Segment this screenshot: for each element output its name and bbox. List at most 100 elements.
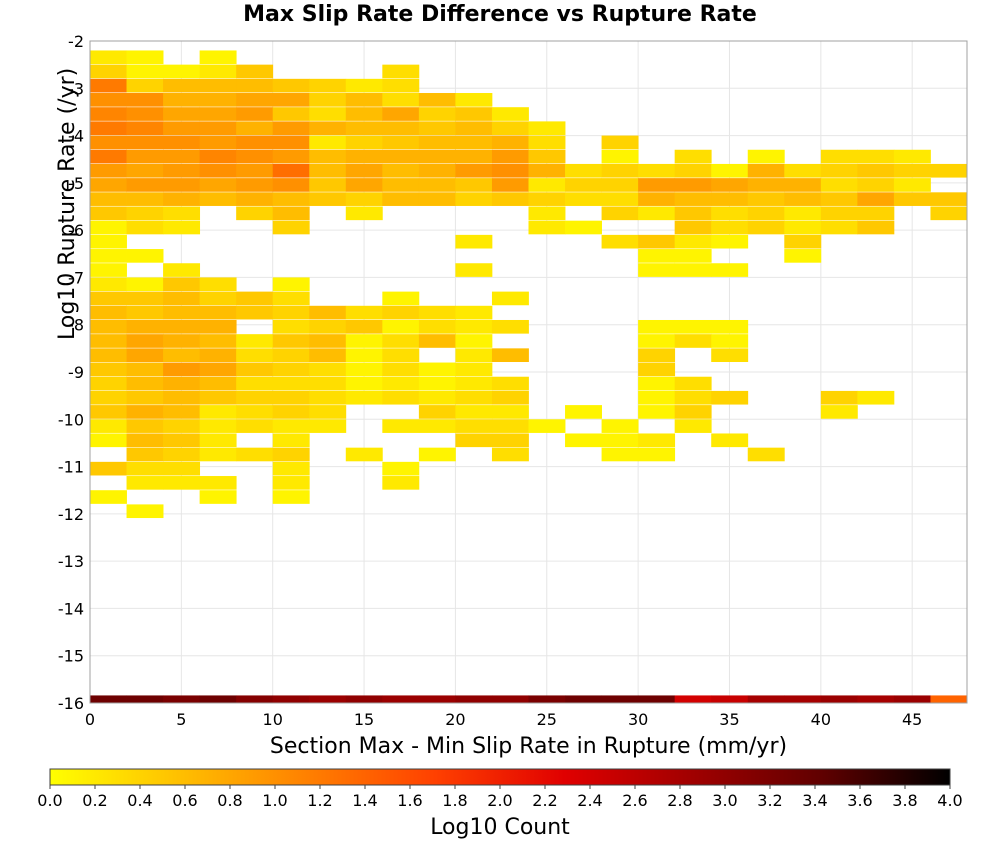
- heatmap-cell: [491, 319, 529, 334]
- heatmap-cell: [309, 319, 347, 334]
- heatmap-cell: [199, 178, 237, 192]
- colorbar: [49, 768, 951, 786]
- heatmap-cell: [674, 249, 712, 263]
- heatmap-cell: [674, 263, 712, 277]
- heatmap-cell: [565, 178, 602, 192]
- colorbar-tick-label: 1.6: [397, 791, 422, 810]
- heatmap-cell: [674, 376, 712, 391]
- heatmap-cell: [674, 419, 712, 433]
- y-tick-label: -13: [58, 552, 84, 571]
- heatmap-cell: [382, 135, 420, 150]
- heatmap-cell: [236, 305, 274, 320]
- x-tick-label: 25: [537, 710, 557, 729]
- heatmap-cell: [711, 695, 749, 703]
- heatmap-cell: [126, 93, 164, 107]
- heatmap-cell: [199, 390, 237, 405]
- heatmap-cell: [163, 163, 201, 178]
- heatmap-cell: [382, 305, 420, 320]
- heatmap-cell: [272, 405, 310, 419]
- heatmap-cell: [309, 78, 347, 93]
- heatmap-cell: [163, 64, 201, 79]
- heatmap-cell: [418, 362, 456, 377]
- heatmap-cell: [236, 163, 274, 178]
- heatmap-cell: [126, 206, 164, 221]
- heatmap-cell: [491, 121, 529, 136]
- heatmap-cell: [272, 433, 310, 448]
- heatmap-cell: [601, 433, 639, 448]
- heatmap-cell: [382, 348, 420, 362]
- heatmap-cell: [126, 192, 164, 206]
- heatmap-cell: [272, 206, 310, 221]
- heatmap-cell: [272, 192, 310, 206]
- heatmap-cell: [455, 163, 493, 178]
- heatmap-cell: [418, 376, 456, 391]
- heatmap-cell: [565, 405, 602, 419]
- heatmap-cell: [199, 192, 237, 206]
- heatmap-cell: [747, 149, 785, 164]
- heatmap-cell: [674, 220, 712, 235]
- heatmap-cell: [163, 220, 201, 235]
- heatmap-cell: [163, 93, 201, 107]
- heatmap-cell: [820, 149, 858, 164]
- heatmap-cell: [126, 305, 164, 320]
- heatmap-cell: [126, 433, 164, 448]
- heatmap-cell: [90, 405, 127, 419]
- heatmap-cell: [528, 178, 566, 192]
- heatmap-cell: [674, 234, 712, 249]
- heatmap-cell: [163, 695, 201, 703]
- x-axis-label: Section Max - Min Slip Rate in Rupture (…: [269, 734, 788, 759]
- heatmap-cell: [674, 319, 712, 334]
- heatmap-cell: [199, 447, 237, 462]
- heatmap-cell: [455, 121, 493, 136]
- heatmap-cell: [930, 695, 968, 703]
- heatmap-cell: [601, 206, 639, 221]
- heatmap-cell: [90, 107, 127, 121]
- heatmap-cell: [638, 405, 676, 419]
- heatmap-cell: [455, 405, 493, 419]
- heatmap-cell: [674, 163, 712, 178]
- heatmap-cell: [711, 348, 749, 362]
- heatmap-cell: [455, 362, 493, 377]
- heatmap-cell: [345, 135, 383, 150]
- heatmap-cell: [382, 695, 420, 703]
- colorbar-tick-label: 1.4: [352, 791, 377, 810]
- heatmap-cell: [90, 78, 127, 93]
- heatmap-cell: [90, 695, 127, 703]
- heatmap-cell: [382, 121, 420, 136]
- colorbar-label: Log10 Count: [430, 815, 570, 840]
- heatmap-cell: [236, 178, 274, 192]
- heatmap-cell: [820, 405, 858, 419]
- heatmap-cell: [90, 234, 127, 249]
- heatmap-cell: [309, 695, 347, 703]
- heatmap-cell: [711, 163, 749, 178]
- heatmap-cell: [382, 334, 420, 348]
- heatmap-cell: [90, 319, 127, 334]
- heatmap-cell: [309, 419, 347, 433]
- heatmap-cell: [857, 390, 895, 405]
- heatmap-cell: [199, 121, 237, 136]
- heatmap-cell: [199, 78, 237, 93]
- colorbar-tick-label: 1.2: [307, 791, 332, 810]
- heatmap-cell: [163, 206, 201, 221]
- heatmap-cell: [163, 376, 201, 391]
- heatmap-cell: [199, 476, 237, 490]
- heatmap-cell: [711, 433, 749, 448]
- heatmap-cell: [674, 149, 712, 164]
- heatmap-cell: [272, 291, 310, 306]
- heatmap-cell: [455, 192, 493, 206]
- heatmap-cell: [309, 121, 347, 136]
- heatmap-cell: [90, 277, 127, 292]
- heatmap-cell: [163, 78, 201, 93]
- heatmap-cell: [601, 192, 639, 206]
- heatmap-cell: [930, 206, 968, 221]
- heatmap-cell: [893, 695, 931, 703]
- heatmap-cell: [455, 263, 493, 277]
- heatmap-cell: [126, 291, 164, 306]
- heatmap-cell: [345, 149, 383, 164]
- heatmap-cell: [126, 476, 164, 490]
- heatmap-cell: [382, 149, 420, 164]
- heatmap-cell: [345, 107, 383, 121]
- heatmap-cell: [126, 135, 164, 150]
